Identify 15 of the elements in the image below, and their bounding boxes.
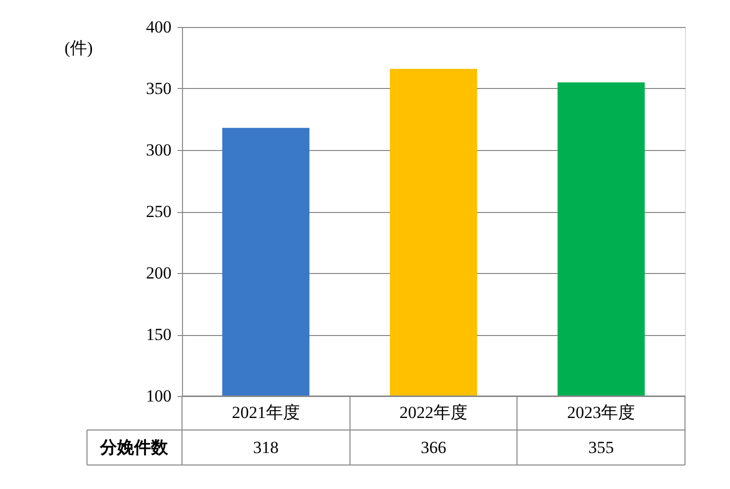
y-tick-label: 200 (146, 264, 172, 282)
y-axis-title: (件) (64, 38, 93, 58)
y-tick-label: 150 (146, 325, 172, 344)
y-tick-label: 250 (146, 202, 172, 221)
x-tick-label: 2023年度 (567, 403, 636, 422)
text: 分娩件数 (99, 438, 169, 458)
y-tick-label: 100 (146, 386, 172, 406)
y-tick-label: 350 (146, 79, 172, 98)
y-tick-label: 300 (146, 140, 172, 160)
x-tick-label: 2022年度 (400, 403, 468, 422)
data-label: 366 (420, 438, 446, 457)
x-tick-label: 2021年度 (232, 403, 300, 422)
y-tick-label: 400 (146, 18, 172, 36)
data-label: 355 (588, 438, 614, 457)
data-label: 318 (253, 438, 279, 457)
